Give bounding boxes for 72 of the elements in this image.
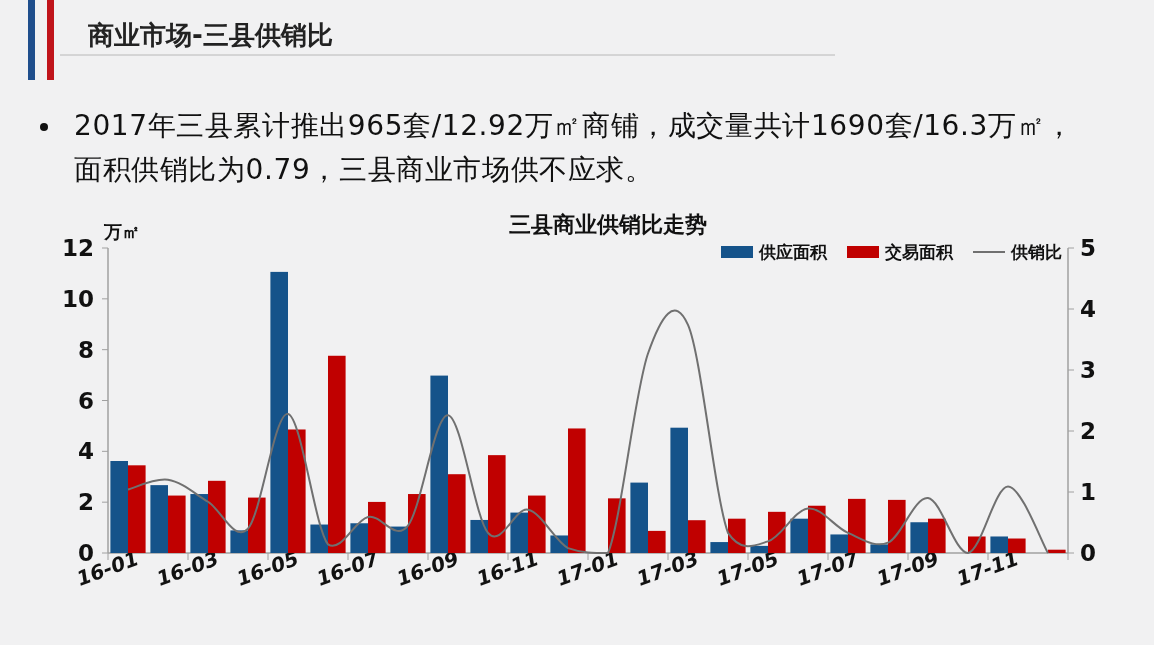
bar <box>688 520 706 553</box>
y-tick-label: 10 <box>61 285 94 312</box>
bar <box>710 542 728 553</box>
x-tick-label: 16-03 <box>153 546 222 591</box>
bar <box>488 455 506 553</box>
bar <box>990 536 1008 553</box>
legend-label: 交易面积 <box>884 242 954 262</box>
bar <box>248 497 266 553</box>
bar <box>408 494 426 553</box>
bar <box>670 427 688 553</box>
x-tick-label: 16-07 <box>313 546 382 591</box>
bar <box>190 494 208 553</box>
y2-tick-label: 2 <box>1080 418 1097 444</box>
y2-tick-label: 1 <box>1080 479 1097 505</box>
bar <box>110 460 128 553</box>
y2-tick-label: 3 <box>1080 357 1097 383</box>
x-tick-label: 16-11 <box>473 546 542 591</box>
y-tick-label: 2 <box>77 489 94 516</box>
legend-label: 供应面积 <box>758 242 828 262</box>
bar <box>830 534 848 553</box>
bar <box>768 511 786 553</box>
chart-title: 三县商业供销比走势 <box>509 212 707 237</box>
bar <box>430 375 448 553</box>
bar <box>368 501 386 553</box>
bar <box>910 522 928 553</box>
x-tick-label: 16-09 <box>393 546 462 591</box>
y-tick-label: 8 <box>77 336 94 363</box>
bar <box>150 485 168 553</box>
bar <box>350 523 368 553</box>
bar <box>1008 538 1026 553</box>
bar <box>630 482 648 553</box>
bar <box>208 480 226 553</box>
bar <box>808 505 826 553</box>
bar <box>230 530 248 553</box>
bar <box>288 429 306 553</box>
y-axis-title: 万㎡ <box>103 221 140 242</box>
bar <box>310 524 328 553</box>
bar <box>128 465 146 553</box>
text: 商业市场-三县供销比 <box>88 19 333 52</box>
bar <box>448 474 466 553</box>
y2-tick-label: 5 <box>1080 235 1097 261</box>
x-tick-label: 17-07 <box>793 546 862 591</box>
bar <box>528 495 546 553</box>
bar <box>790 518 808 553</box>
bar <box>648 530 666 553</box>
bar <box>168 495 186 553</box>
x-tick-label: 17-05 <box>713 546 782 591</box>
y-tick-label: 12 <box>61 235 94 261</box>
legend-label: 供销比 <box>1010 242 1062 262</box>
bar <box>1048 549 1066 553</box>
bar <box>750 545 768 553</box>
text: 2017年三县累计推出965套/12.92万㎡商铺，成交量共计1690套/16.3万㎡，面积供销比为0.79，三县商业市场供不应求。 <box>74 108 1075 188</box>
bar <box>870 544 888 553</box>
bar <box>510 512 528 553</box>
y-tick-label: 4 <box>77 438 94 465</box>
bar <box>270 271 288 553</box>
bar <box>888 499 906 553</box>
x-tick-label: 17-11 <box>953 546 1022 591</box>
y2-tick-label: 0 <box>1080 540 1097 566</box>
y2-tick-label: 4 <box>1080 296 1097 322</box>
bar <box>728 518 746 553</box>
y-tick-label: 6 <box>77 387 94 414</box>
x-tick-label: 17-09 <box>873 546 942 591</box>
bar <box>568 428 586 553</box>
bar <box>848 498 866 553</box>
bar <box>328 355 346 553</box>
bar <box>470 519 488 553</box>
x-tick-label: 17-03 <box>633 546 702 591</box>
x-tick-label: 17-01 <box>553 546 622 591</box>
bar <box>390 526 408 553</box>
x-tick-label: 16-05 <box>233 546 302 591</box>
bar <box>928 518 946 553</box>
